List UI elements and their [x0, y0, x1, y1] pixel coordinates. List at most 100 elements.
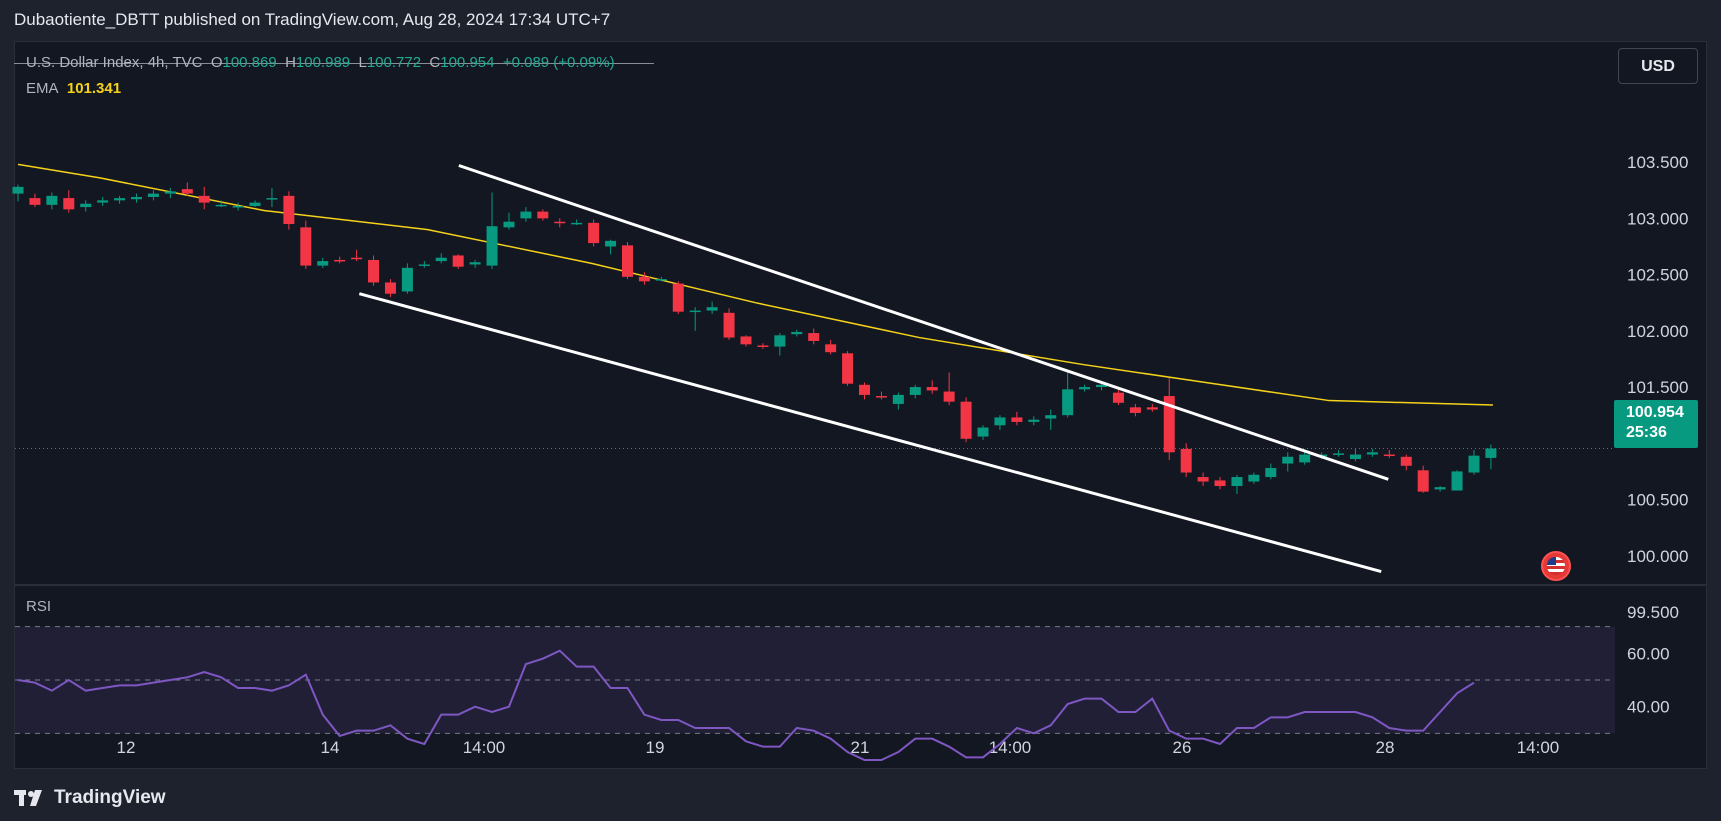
- candle-body: [147, 193, 159, 197]
- candle-body: [215, 204, 227, 207]
- candle-body: [1417, 470, 1429, 492]
- price-axis-tick: 99.500: [1627, 603, 1679, 622]
- candle-body: [283, 195, 295, 224]
- close-value: 100.954: [440, 54, 495, 71]
- candle-body: [80, 203, 92, 208]
- pane-separator[interactable]: [14, 584, 1707, 586]
- candle-body: [588, 222, 600, 244]
- price-axis-tick: 103.000: [1627, 209, 1688, 228]
- candle-body: [46, 195, 58, 205]
- candle-body: [29, 198, 41, 205]
- candle-body: [926, 387, 938, 391]
- candle-body: [1333, 453, 1345, 455]
- candle-body: [1282, 456, 1294, 464]
- candle-body: [943, 391, 955, 402]
- candle-body: [266, 198, 278, 200]
- candle-body: [334, 259, 346, 262]
- price-axis-tick: 100.500: [1627, 491, 1688, 510]
- time-axis-tick: 14:00: [1517, 738, 1560, 757]
- tradingview-footer[interactable]: TradingView: [14, 784, 166, 812]
- high-value: 100.989: [295, 54, 351, 71]
- series-legend[interactable]: U.S. Dollar Index, 4h, TVC O100.869 H100…: [26, 54, 615, 71]
- candle-body: [1434, 487, 1446, 490]
- candle-body: [1231, 477, 1243, 487]
- candle-body: [757, 345, 769, 347]
- candle-body: [486, 226, 498, 266]
- candle-body: [723, 312, 735, 338]
- time-axis-tick: 14: [321, 738, 340, 757]
- time-axis-tick: 26: [1173, 738, 1192, 757]
- candle-body: [1265, 468, 1277, 478]
- time-axis-tick: 19: [646, 738, 665, 757]
- candle-body: [368, 259, 380, 283]
- candle-body: [63, 198, 75, 210]
- candle-body: [554, 221, 566, 224]
- candle-body: [1180, 448, 1192, 473]
- candle-body: [672, 283, 684, 312]
- candle-body: [520, 211, 532, 219]
- candle-body: [469, 262, 481, 265]
- price-axis-tick: 102.500: [1627, 266, 1688, 285]
- candle-body: [605, 240, 617, 247]
- candle-body: [384, 282, 396, 294]
- price-axis-tick: 101.500: [1627, 378, 1688, 397]
- candle-body: [300, 227, 312, 266]
- rsi-legend[interactable]: RSI: [26, 598, 51, 615]
- candle-body: [960, 401, 972, 439]
- publish-header: Dubaotiente_DBTT published on TradingVie…: [14, 10, 611, 29]
- time-axis-tick: 28: [1376, 738, 1395, 757]
- low-label: L: [358, 54, 367, 71]
- channel-upper-line: [458, 164, 1389, 481]
- candle-body: [1349, 454, 1361, 460]
- price-axis-tick: 103.500: [1627, 153, 1688, 172]
- candle-body: [1028, 419, 1040, 422]
- low-value: 100.772: [366, 54, 422, 71]
- candle-body: [1451, 471, 1463, 491]
- candle-body: [655, 279, 667, 281]
- symbol-label[interactable]: U.S. Dollar Index, 4h, TVC: [26, 54, 203, 71]
- candle-body: [1485, 448, 1497, 458]
- channel-lower-line: [358, 292, 1382, 573]
- close-label: C: [429, 54, 441, 71]
- high-label: H: [285, 54, 296, 71]
- candle-body: [1299, 454, 1311, 463]
- rsi-label: RSI: [26, 598, 52, 615]
- candle-body: [571, 222, 583, 225]
- candle-body: [131, 196, 143, 200]
- candle-body: [1062, 389, 1074, 416]
- ema-legend[interactable]: EMA 101.341: [26, 80, 121, 97]
- candle-body: [401, 267, 413, 292]
- candle-body: [1248, 474, 1260, 482]
- candle-body: [859, 384, 870, 395]
- brand-name: TradingView: [54, 787, 166, 808]
- candle-body: [621, 245, 633, 277]
- last-price-value: 100.954: [1626, 404, 1684, 421]
- candle-body: [1045, 415, 1057, 419]
- candle-body: [1214, 480, 1226, 487]
- last-price-badge: 100.954 25:36: [1614, 400, 1698, 448]
- candle-body: [638, 276, 650, 282]
- candle-body: [994, 417, 1006, 426]
- change-value: +0.089 (+0.09%): [502, 54, 615, 71]
- currency-button[interactable]: USD: [1618, 48, 1698, 84]
- bar-countdown: 25:36: [1626, 424, 1667, 441]
- tradingview-logo-icon: [14, 788, 46, 808]
- candle-body: [1383, 454, 1395, 457]
- candle-body: [1112, 392, 1124, 403]
- candle-body: [875, 396, 887, 398]
- candle-body: [418, 264, 430, 266]
- price-axis-tick: 100.000: [1627, 547, 1688, 566]
- candle-body: [1197, 477, 1209, 482]
- candle-body: [198, 195, 210, 203]
- chart-frame[interactable]: [14, 41, 1707, 769]
- candle-body: [12, 186, 24, 194]
- candle-body: [181, 189, 193, 194]
- us-flag-icon[interactable]: [1541, 551, 1571, 581]
- price-axis-tick: 102.000: [1627, 322, 1688, 341]
- candle-body: [97, 200, 109, 203]
- candle-body: [706, 307, 718, 311]
- candle-body: [249, 202, 261, 206]
- rsi-line: [17, 649, 1475, 761]
- candle-body: [825, 344, 837, 353]
